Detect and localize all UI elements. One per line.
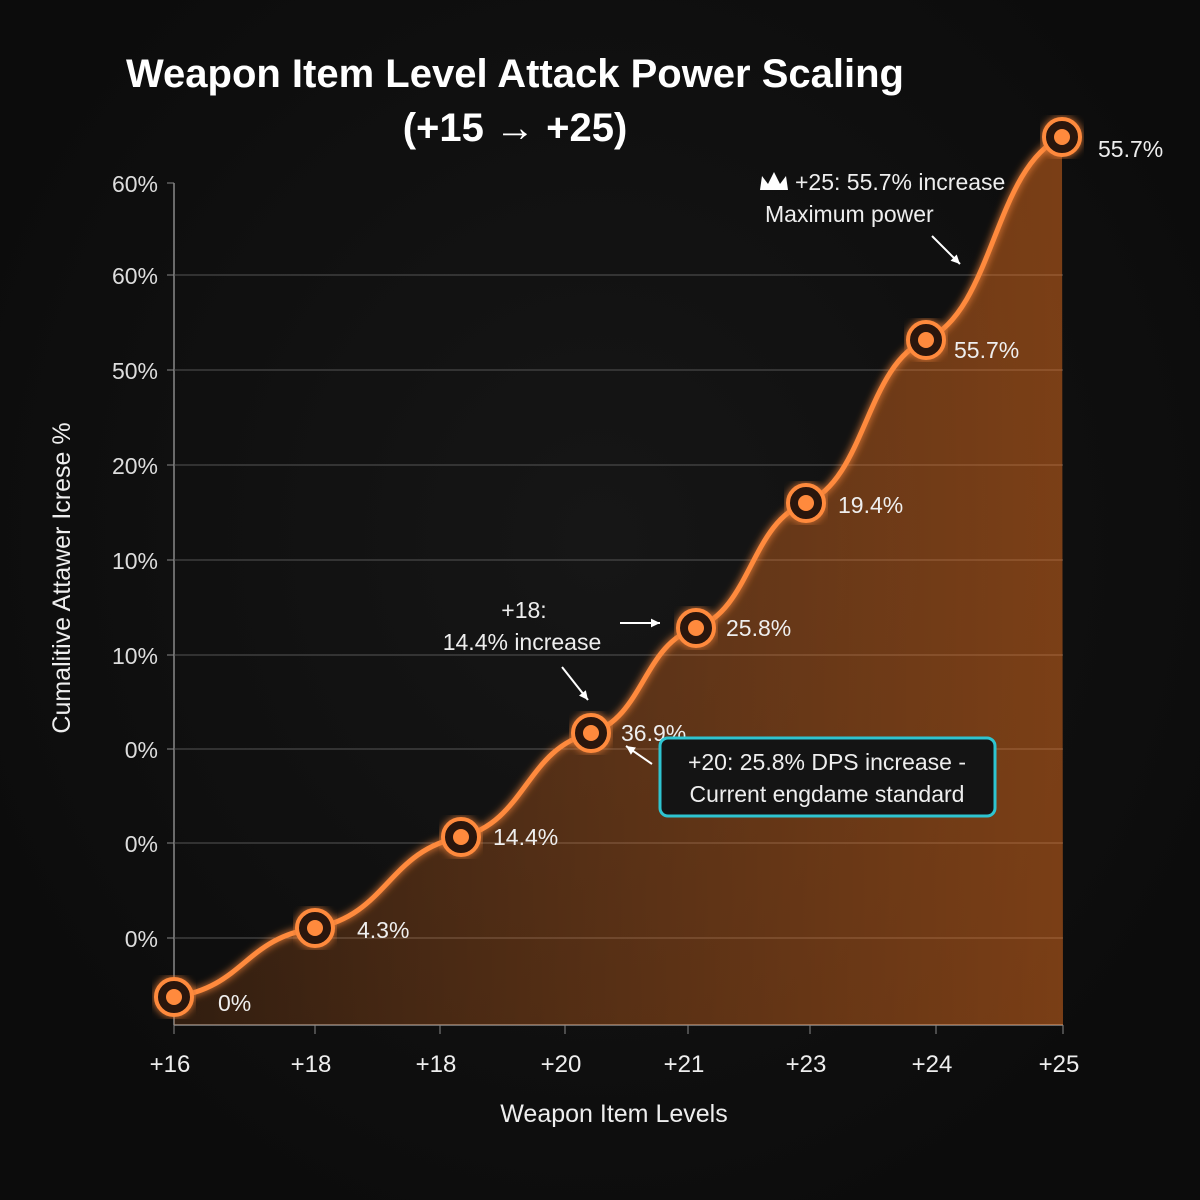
data-point: [688, 620, 704, 636]
chart-subtitle: (+15 → +25): [402, 106, 628, 150]
data-point: [918, 332, 934, 348]
y-tick-label: 10%: [112, 548, 158, 574]
callout-text: +20: 25.8% DPS increase -: [688, 749, 966, 775]
callout-box: [658, 736, 997, 818]
data-point: [453, 829, 469, 845]
x-tick-label: +25: [1039, 1051, 1080, 1078]
data-label: 4.3%: [357, 917, 409, 943]
arrowhead: [950, 254, 960, 264]
data-point: [1054, 129, 1070, 145]
y-tick-label: 60%: [112, 263, 158, 289]
x-tick-label: +18: [291, 1051, 332, 1078]
chart-title: Weapon Item Level Attack Power Scaling: [125, 52, 904, 96]
data-point: [798, 495, 814, 511]
callout-text: Current engdame standard: [690, 781, 965, 807]
y-tick-label: 10%: [112, 643, 158, 669]
y-tick-label: 50%: [112, 358, 158, 384]
data-label: 55.7%: [954, 337, 1019, 363]
x-tick-label: +23: [786, 1051, 827, 1078]
x-tick-label: +20: [541, 1051, 582, 1078]
annotation-18: +18:: [501, 597, 546, 623]
data-point: [583, 725, 599, 741]
crown-icon: [760, 172, 788, 190]
arrowhead: [579, 690, 588, 700]
area-fill: [174, 137, 1063, 1025]
y-tick-label: 60%: [112, 171, 158, 197]
data-label: 55.7%: [1098, 136, 1163, 162]
annotation-max: Maximum power: [765, 201, 934, 227]
arrowhead: [650, 618, 660, 628]
x-tick-label: +18: [416, 1051, 457, 1078]
data-label: 19.4%: [838, 492, 903, 518]
data-label: 0%: [218, 990, 251, 1016]
x-tick-label: +21: [664, 1051, 705, 1078]
y-tick-label: 0%: [125, 926, 158, 952]
arrowhead: [626, 746, 636, 755]
x-axis-label: Weapon Item Levels: [500, 1100, 727, 1128]
y-tick-label: 0%: [125, 737, 158, 763]
data-label: 25.8%: [726, 615, 791, 641]
data-label: 14.4%: [493, 824, 558, 850]
data-point: [166, 989, 182, 1005]
annotation-18: 14.4% increase: [443, 629, 602, 655]
data-point: [307, 920, 323, 936]
y-tick-label: 20%: [112, 453, 158, 479]
x-tick-label: +24: [912, 1051, 953, 1078]
y-tick-label: 0%: [125, 831, 158, 857]
y-axis-label: Cumalitive Attawer Icrese %: [48, 422, 76, 733]
x-tick-label: +16: [150, 1051, 191, 1078]
annotation-max: +25: 55.7% increase: [795, 169, 1005, 195]
